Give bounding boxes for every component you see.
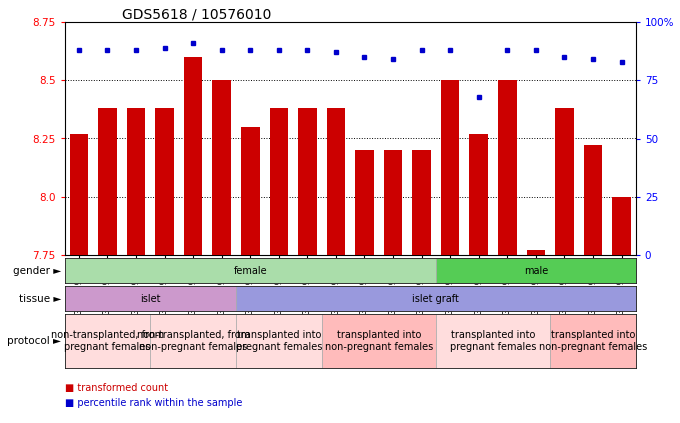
Text: protocol ►: protocol ► <box>7 336 61 346</box>
Bar <box>326 108 345 255</box>
Bar <box>98 108 117 255</box>
Bar <box>441 80 460 255</box>
Bar <box>184 57 203 255</box>
Text: ■ transformed count: ■ transformed count <box>65 383 168 393</box>
Bar <box>69 134 88 255</box>
Text: tissue ►: tissue ► <box>19 294 61 303</box>
Bar <box>155 108 174 255</box>
Bar <box>65 258 436 283</box>
Text: transplanted into
pregnant females: transplanted into pregnant females <box>235 330 322 352</box>
Bar <box>269 108 288 255</box>
Bar <box>241 127 260 255</box>
Bar <box>436 314 550 368</box>
Bar <box>65 314 150 368</box>
Bar <box>526 250 545 255</box>
Bar <box>236 314 322 368</box>
Bar <box>612 197 631 255</box>
Text: transplanted into
non-pregnant females: transplanted into non-pregnant females <box>324 330 433 352</box>
Bar <box>355 150 374 255</box>
Bar <box>236 286 636 311</box>
Bar <box>212 80 231 255</box>
Bar <box>498 80 517 255</box>
Text: non-transplanted, from
pregnant females: non-transplanted, from pregnant females <box>51 330 164 352</box>
Bar <box>555 108 574 255</box>
Text: female: female <box>233 266 267 275</box>
Text: islet graft: islet graft <box>413 294 459 303</box>
Text: transplanted into
non-pregnant females: transplanted into non-pregnant females <box>539 330 647 352</box>
Text: transplanted into
pregnant females: transplanted into pregnant females <box>449 330 537 352</box>
Bar <box>150 314 236 368</box>
Bar <box>583 146 602 255</box>
Text: gender ►: gender ► <box>13 266 61 275</box>
Text: GDS5618 / 10576010: GDS5618 / 10576010 <box>122 7 272 21</box>
Bar <box>550 314 636 368</box>
Text: islet: islet <box>140 294 160 303</box>
Bar <box>469 134 488 255</box>
Bar <box>298 108 317 255</box>
Bar <box>65 286 236 311</box>
Text: male: male <box>524 266 548 275</box>
Bar <box>126 108 146 255</box>
Text: ■ percentile rank within the sample: ■ percentile rank within the sample <box>65 398 242 408</box>
Bar <box>436 258 636 283</box>
Bar <box>384 150 403 255</box>
Text: non-transplanted, from
non-pregnant females: non-transplanted, from non-pregnant fema… <box>137 330 250 352</box>
Bar <box>322 314 436 368</box>
Bar <box>412 150 431 255</box>
